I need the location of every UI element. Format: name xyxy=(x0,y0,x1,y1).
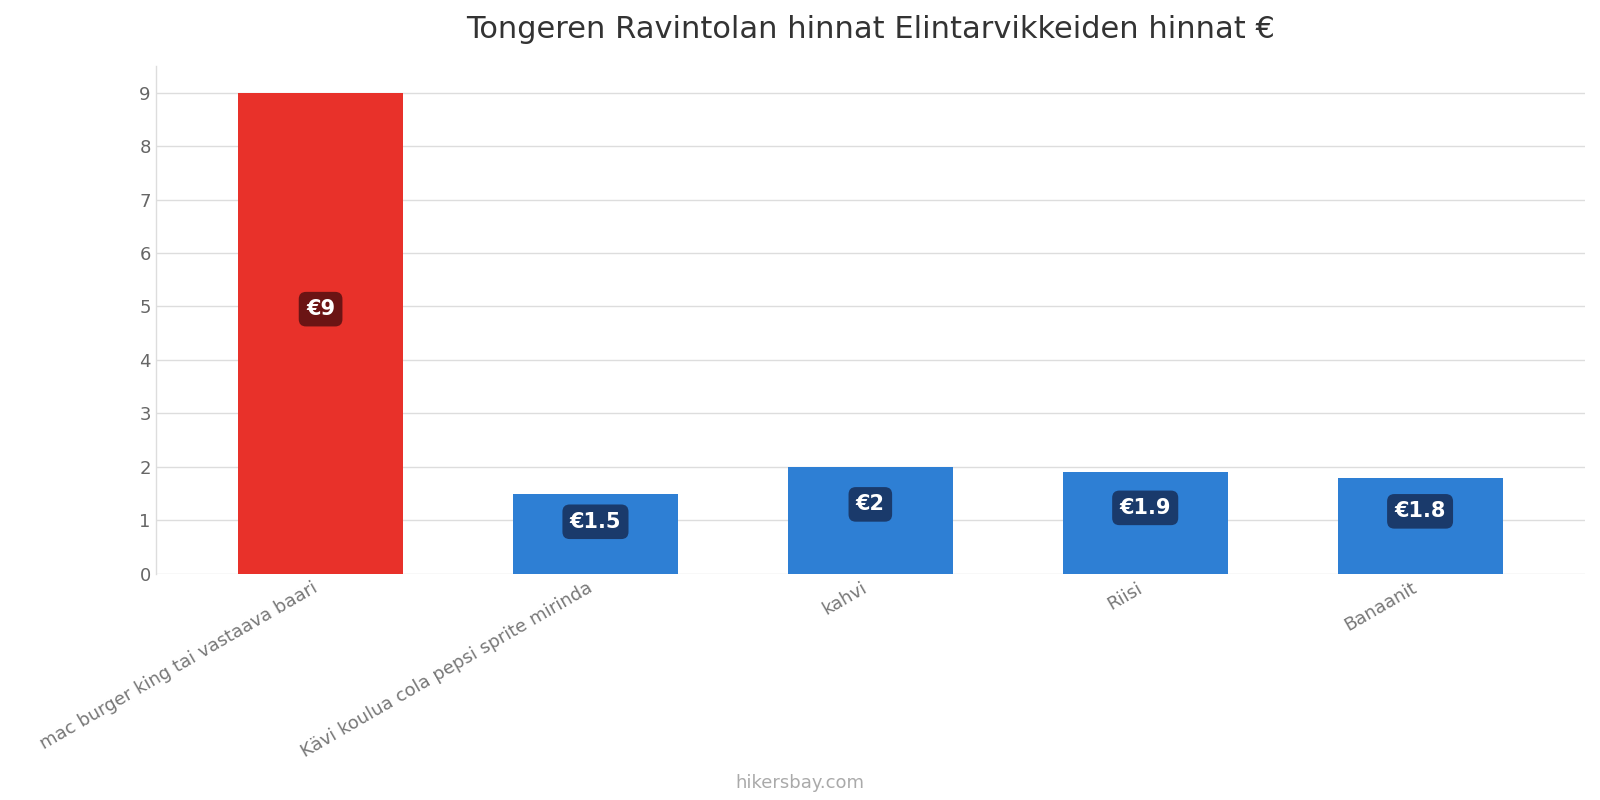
Text: €1.9: €1.9 xyxy=(1120,498,1171,518)
Bar xyxy=(238,93,403,574)
Text: €1.8: €1.8 xyxy=(1394,502,1446,522)
Text: €2: €2 xyxy=(856,494,885,514)
Title: Tongeren Ravintolan hinnat Elintarvikkeiden hinnat €: Tongeren Ravintolan hinnat Elintarvikkei… xyxy=(466,15,1275,44)
Bar xyxy=(1062,472,1227,574)
Text: €9: €9 xyxy=(306,299,334,319)
Bar xyxy=(514,494,678,574)
Text: hikersbay.com: hikersbay.com xyxy=(736,774,864,792)
Bar xyxy=(1338,478,1502,574)
Text: €1.5: €1.5 xyxy=(570,512,621,532)
Bar xyxy=(787,467,952,574)
